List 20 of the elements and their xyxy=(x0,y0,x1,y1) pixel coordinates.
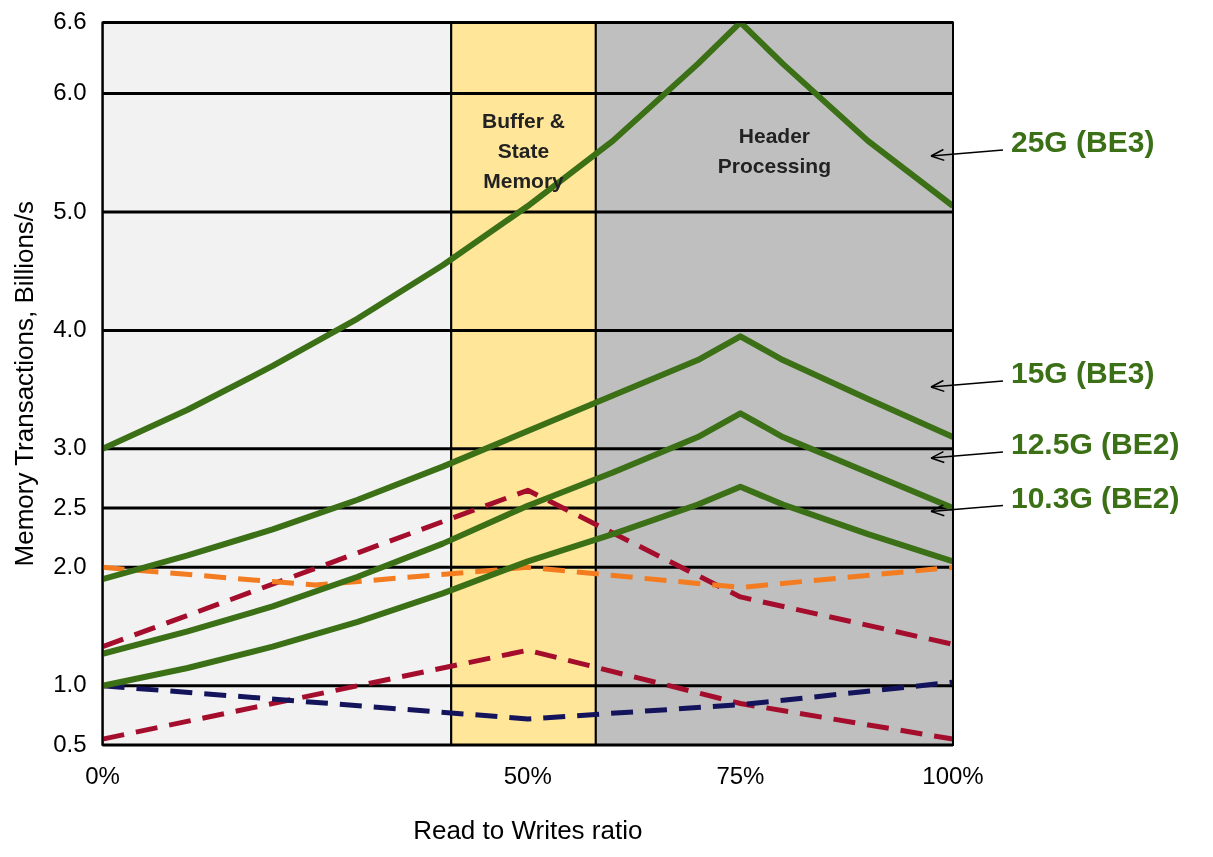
y-axis-title: Memory Transactions, Billions/s xyxy=(8,200,39,567)
y-tick-label: 4.0 xyxy=(53,315,87,343)
y-tick-label: 6.6 xyxy=(53,7,87,35)
text: 25G (BE3) xyxy=(1011,125,1155,159)
y-tick-label: 1.0 xyxy=(53,670,87,698)
y-tick-label: 5.0 xyxy=(53,196,87,224)
x-tick-label: 75% xyxy=(716,762,765,790)
x-tick-label: 100% xyxy=(922,762,984,790)
y-tick-label: 0.5 xyxy=(53,729,87,757)
band-label: Header Processing xyxy=(717,124,832,178)
y-tick-label: 2.5 xyxy=(53,492,87,520)
y-tick-label: 2.0 xyxy=(53,551,87,579)
text: 12.5G (BE2) xyxy=(1011,427,1180,461)
text: 10.3G (BE2) xyxy=(1011,480,1180,514)
x-tick-label: 0% xyxy=(85,762,120,790)
x-axis-title: Read to Writes ratio xyxy=(413,814,643,845)
y-tick-label: 6.0 xyxy=(53,78,87,106)
y-tick-label: 3.0 xyxy=(53,433,87,461)
x-tick-label: 50% xyxy=(503,762,552,790)
text: 15G (BE3) xyxy=(1011,356,1155,390)
